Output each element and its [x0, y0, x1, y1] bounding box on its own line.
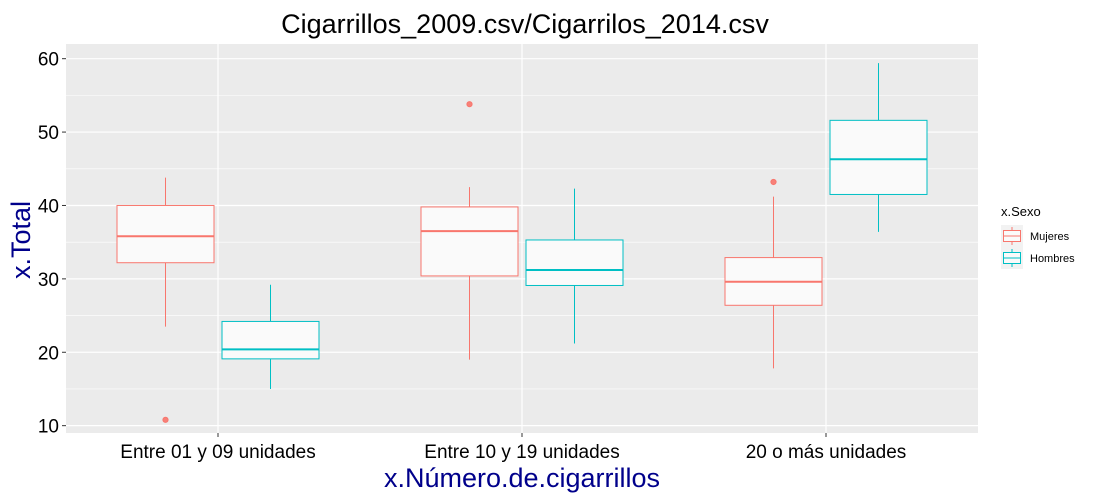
box-series: [116, 63, 928, 423]
legend-key-mujeres: [1001, 225, 1023, 247]
box-body: [116, 204, 215, 264]
chart-title: Cigarrillos_2009.csv/Cigarrilos_2014.csv: [281, 9, 769, 39]
gridlines: [66, 44, 978, 433]
legend-key-hombres: [1001, 247, 1023, 269]
box-hombres: [829, 63, 928, 232]
y-tick-label: 20: [38, 343, 59, 364]
legend-label: Hombres: [1030, 253, 1075, 265]
y-tick-label: 30: [38, 270, 59, 291]
legend: x.Sexo Mujeres Hombres: [1001, 204, 1075, 269]
y-tick-label: 60: [38, 50, 59, 71]
x-axis: Entre 01 y 09 unidades Entre 10 y 19 unid…: [120, 433, 906, 463]
legend-label: Mujeres: [1030, 231, 1070, 243]
box-mujeres: [724, 178, 823, 369]
x-tick-label: Entre 10 y 19 unidades: [424, 442, 619, 463]
box-body: [221, 320, 320, 360]
box-hombres: [525, 188, 624, 344]
box-body: [420, 206, 519, 277]
box-mujeres: [420, 101, 519, 360]
outlier-point: [770, 178, 777, 186]
outlier-point: [466, 101, 473, 108]
y-tick-label: 50: [38, 123, 59, 144]
box-body: [525, 239, 624, 286]
y-axis-label: x.Total: [6, 201, 36, 279]
y-tick-label: 40: [38, 196, 59, 217]
y-axis: 10 20 30 40 50 60: [38, 50, 66, 438]
box-hombres: [221, 284, 320, 389]
x-tick-label: Entre 01 y 09 unidades: [120, 442, 315, 463]
box-body: [829, 119, 928, 195]
x-axis-label: x.Número.de.cigarrillos: [384, 463, 660, 493]
outlier-point: [162, 416, 169, 423]
legend-title: x.Sexo: [1001, 204, 1041, 219]
x-tick-label: 20 o más unidades: [746, 442, 907, 463]
y-tick-label: 10: [38, 417, 59, 438]
box-mujeres: [116, 177, 215, 423]
